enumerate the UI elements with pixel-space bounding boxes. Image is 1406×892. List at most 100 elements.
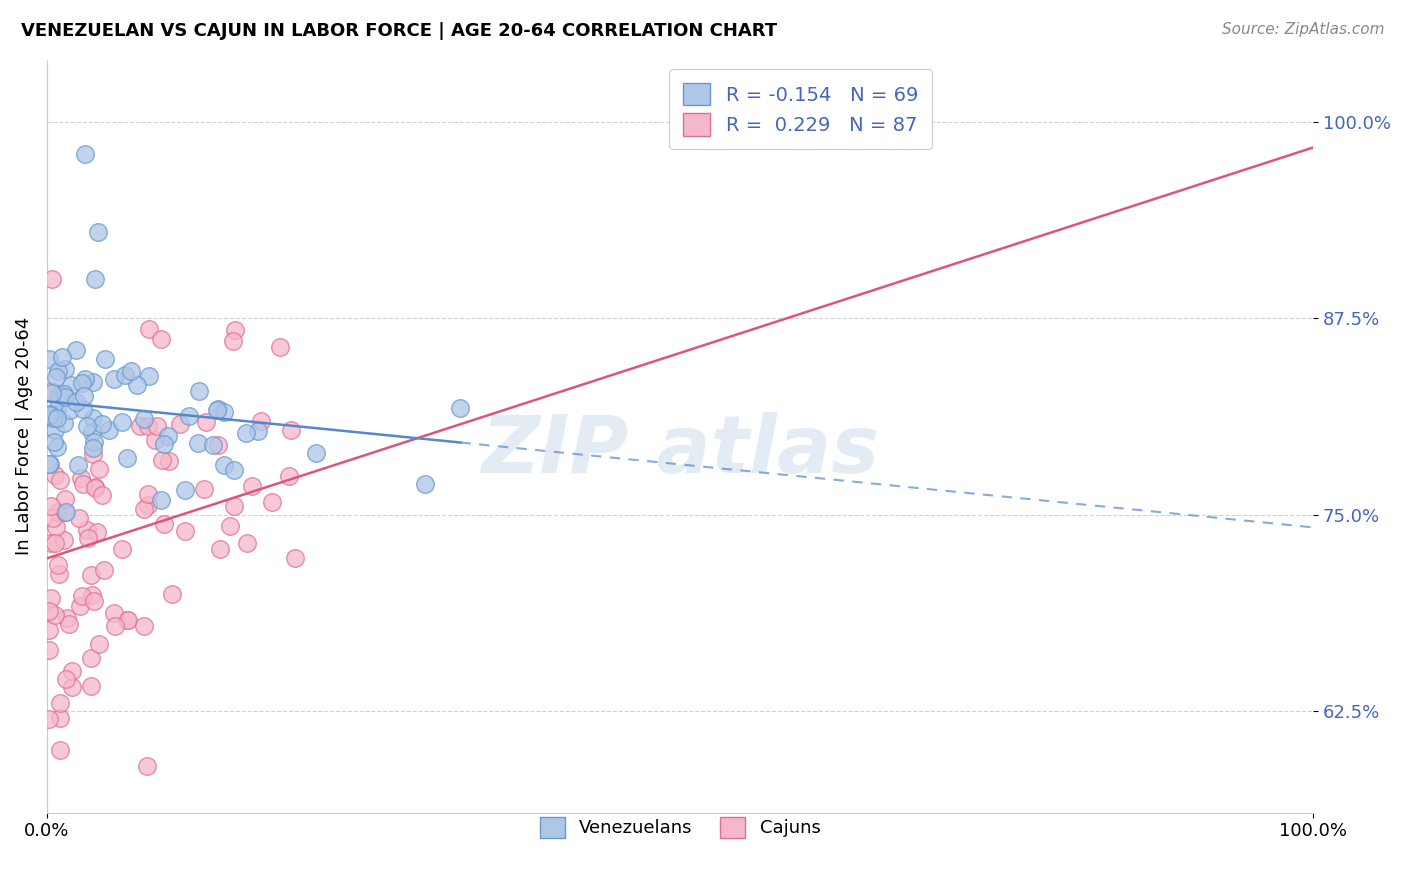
Point	[83, 272, 105, 286]
Point	[86, 225, 108, 239]
Point	[269, 340, 291, 354]
Point	[39, 535, 62, 549]
Point	[38, 623, 60, 637]
Text: VENEZUELAN VS CAJUN IN LABOR FORCE | AGE 20-64 CORRELATION CHART: VENEZUELAN VS CAJUN IN LABOR FORCE | AGE…	[21, 22, 778, 40]
Point	[207, 402, 229, 417]
Point	[39, 591, 62, 605]
Point	[150, 453, 173, 467]
Point	[70, 376, 93, 391]
Point	[157, 453, 180, 467]
Point	[73, 389, 96, 403]
Point	[46, 558, 69, 572]
Point	[143, 433, 166, 447]
Point	[48, 711, 70, 725]
Point	[173, 483, 195, 497]
Point	[59, 403, 82, 417]
Point	[202, 438, 225, 452]
Point	[60, 665, 83, 679]
Point	[132, 412, 155, 426]
Point	[277, 469, 299, 483]
Point	[60, 680, 83, 694]
Point	[72, 477, 94, 491]
Point	[44, 467, 66, 482]
Text: Source: ZipAtlas.com: Source: ZipAtlas.com	[1222, 22, 1385, 37]
Point	[136, 419, 159, 434]
Point	[205, 403, 228, 417]
Point	[46, 440, 69, 454]
Point	[53, 390, 76, 404]
Point	[73, 372, 96, 386]
Point	[138, 369, 160, 384]
Point	[212, 405, 235, 419]
Point	[77, 531, 100, 545]
Point	[48, 743, 70, 757]
Point	[53, 387, 76, 401]
Point	[449, 401, 471, 416]
Point	[138, 322, 160, 336]
Point	[58, 617, 80, 632]
Point	[48, 388, 70, 402]
Point	[38, 643, 60, 657]
Point	[46, 364, 69, 378]
Point	[236, 535, 259, 549]
Point	[120, 364, 142, 378]
Point	[280, 423, 302, 437]
Point	[80, 651, 103, 665]
Point	[91, 488, 114, 502]
Point	[38, 712, 60, 726]
Point	[45, 520, 67, 534]
Point	[76, 418, 98, 433]
Point	[136, 498, 159, 512]
Point	[169, 417, 191, 431]
Point	[240, 479, 263, 493]
Point	[84, 481, 107, 495]
Point	[132, 501, 155, 516]
Point	[305, 446, 328, 460]
Point	[51, 350, 73, 364]
Point	[114, 368, 136, 382]
Point	[72, 402, 94, 417]
Point	[103, 372, 125, 386]
Point	[224, 323, 246, 337]
Point	[194, 415, 217, 429]
Point	[219, 519, 242, 533]
Point	[53, 416, 76, 430]
Point	[56, 611, 79, 625]
Point	[48, 567, 70, 582]
Point	[188, 384, 211, 399]
Point	[87, 462, 110, 476]
Point	[90, 417, 112, 431]
Point	[42, 511, 65, 525]
Point	[149, 493, 172, 508]
Point	[127, 377, 149, 392]
Point	[136, 487, 159, 501]
Point	[65, 395, 87, 409]
Point	[82, 375, 104, 389]
Point	[45, 370, 67, 384]
Point	[76, 523, 98, 537]
Text: ZIP atlas: ZIP atlas	[481, 412, 879, 490]
Point	[66, 458, 89, 472]
Point	[46, 505, 69, 519]
Point	[413, 477, 436, 491]
Point	[48, 696, 70, 710]
Point	[132, 618, 155, 632]
Point	[73, 146, 96, 161]
Point	[149, 332, 172, 346]
Point	[98, 423, 121, 437]
Point	[39, 500, 62, 514]
Point	[152, 516, 174, 531]
Point	[39, 407, 62, 421]
Point	[38, 457, 60, 471]
Point	[117, 451, 139, 466]
Point	[115, 613, 138, 627]
Point	[70, 470, 93, 484]
Point	[136, 759, 159, 773]
Point	[214, 458, 236, 472]
Point	[222, 463, 245, 477]
Legend: Venezuelans, Cajuns: Venezuelans, Cajuns	[533, 810, 828, 845]
Point	[103, 606, 125, 620]
Point	[83, 480, 105, 494]
Point	[69, 599, 91, 613]
Point	[117, 613, 139, 627]
